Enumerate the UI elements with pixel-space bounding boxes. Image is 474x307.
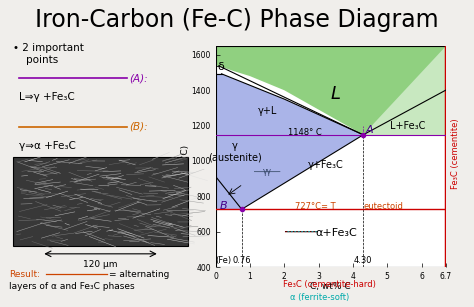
Text: (A):: (A): bbox=[129, 73, 148, 83]
Polygon shape bbox=[363, 46, 446, 135]
Text: δ: δ bbox=[217, 62, 224, 72]
Polygon shape bbox=[216, 46, 446, 135]
Text: 120 μm: 120 μm bbox=[83, 260, 118, 269]
Text: (Fe): (Fe) bbox=[216, 256, 232, 265]
Text: 0.76: 0.76 bbox=[232, 256, 251, 265]
Text: = alternating: = alternating bbox=[109, 270, 169, 278]
Text: Iron-Carbon (Fe-C) Phase Diagram: Iron-Carbon (Fe-C) Phase Diagram bbox=[35, 8, 439, 32]
Text: layers of α and Fe₃C phases: layers of α and Fe₃C phases bbox=[9, 282, 135, 291]
Text: γ
(austenite): γ (austenite) bbox=[208, 141, 262, 163]
Text: γ⇒α +Fe₃C: γ⇒α +Fe₃C bbox=[19, 141, 76, 151]
Polygon shape bbox=[216, 74, 363, 209]
Text: α (ferrite-soft): α (ferrite-soft) bbox=[290, 293, 350, 302]
Text: γ+Fe₃C: γ+Fe₃C bbox=[308, 160, 343, 169]
Text: 4.30: 4.30 bbox=[354, 256, 373, 265]
Text: (B):: (B): bbox=[129, 122, 148, 132]
Bar bbox=[13, 157, 188, 246]
Text: 727°C= T: 727°C= T bbox=[294, 203, 335, 212]
Text: A: A bbox=[366, 125, 374, 134]
Text: • 2 important
    points: • 2 important points bbox=[13, 43, 84, 65]
Text: B: B bbox=[220, 201, 228, 211]
Text: eutectoid: eutectoid bbox=[363, 203, 403, 212]
Text: L⇒γ +Fe₃C: L⇒γ +Fe₃C bbox=[19, 92, 75, 102]
X-axis label: C, wt% C: C, wt% C bbox=[310, 282, 351, 291]
Text: L+Fe₃C: L+Fe₃C bbox=[390, 121, 426, 130]
Text: L: L bbox=[331, 85, 341, 103]
Text: 1148° C: 1148° C bbox=[288, 128, 321, 137]
Text: γγ: γγ bbox=[263, 167, 272, 176]
Y-axis label: T(°C): T(°C) bbox=[181, 145, 190, 168]
Text: Fe₃C (cementite): Fe₃C (cementite) bbox=[452, 118, 460, 189]
Text: Fe₃C (cementite-hard): Fe₃C (cementite-hard) bbox=[283, 280, 376, 290]
Text: α+Fe₃C: α+Fe₃C bbox=[315, 228, 356, 239]
Text: γ+L: γ+L bbox=[257, 107, 277, 116]
Text: Result:: Result: bbox=[9, 270, 40, 278]
